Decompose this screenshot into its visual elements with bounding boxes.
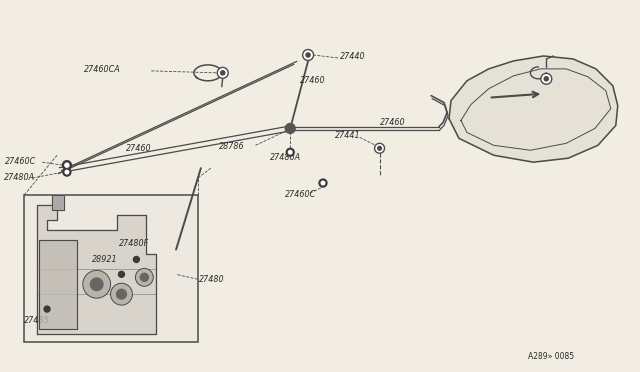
Circle shape (289, 150, 292, 154)
Circle shape (140, 273, 148, 281)
Text: 27460C: 27460C (5, 157, 36, 166)
Circle shape (306, 53, 310, 57)
Text: 27460: 27460 (300, 76, 326, 85)
Text: 27440: 27440 (340, 52, 365, 61)
Polygon shape (52, 195, 64, 210)
Circle shape (286, 148, 294, 156)
Text: A289» 0085: A289» 0085 (529, 352, 575, 361)
Circle shape (90, 278, 103, 291)
Text: 27460: 27460 (380, 118, 405, 127)
Polygon shape (37, 205, 156, 334)
Text: 27480A: 27480A (4, 173, 35, 182)
Text: 27460: 27460 (127, 144, 152, 153)
Circle shape (63, 168, 71, 176)
Bar (24, 195, 198, 342)
Text: 27441: 27441 (335, 131, 360, 140)
Circle shape (544, 77, 548, 81)
Text: 28921: 28921 (92, 255, 117, 264)
Text: 27480F: 27480F (118, 239, 148, 248)
Circle shape (136, 268, 153, 286)
Circle shape (83, 270, 111, 298)
Circle shape (65, 163, 69, 167)
Polygon shape (449, 56, 618, 162)
Circle shape (319, 179, 327, 187)
Circle shape (63, 161, 72, 170)
Polygon shape (39, 240, 77, 329)
Circle shape (118, 271, 124, 277)
Circle shape (44, 306, 50, 312)
Circle shape (116, 289, 127, 299)
Circle shape (285, 124, 295, 134)
Text: 27460C: 27460C (285, 190, 317, 199)
Circle shape (374, 143, 385, 153)
Circle shape (133, 256, 140, 262)
Text: 27480: 27480 (199, 275, 225, 284)
Circle shape (321, 181, 324, 185)
Circle shape (111, 283, 132, 305)
Circle shape (221, 71, 225, 75)
Circle shape (217, 67, 228, 78)
Circle shape (378, 147, 381, 150)
Circle shape (541, 73, 552, 84)
Circle shape (303, 49, 314, 60)
Circle shape (65, 170, 68, 174)
Text: 27480A: 27480A (270, 153, 301, 162)
Text: 27460CA: 27460CA (84, 65, 120, 74)
Text: 27485: 27485 (24, 317, 50, 326)
Text: 28786: 28786 (219, 142, 244, 151)
